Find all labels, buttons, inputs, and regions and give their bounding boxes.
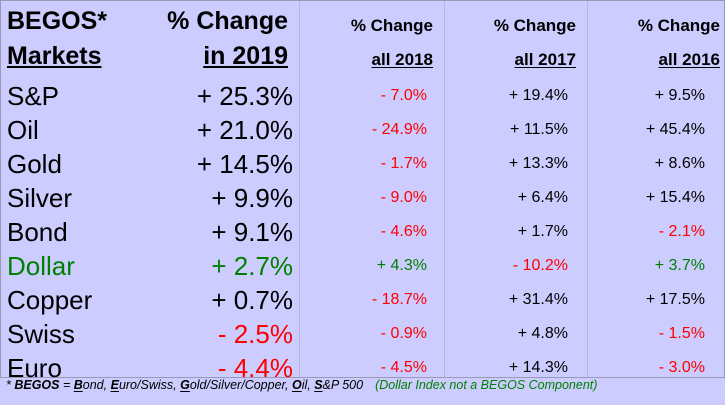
- change-2016: + 15.4%: [645, 189, 705, 206]
- table-row: Copper + 0.7% - 18.7% + 31.4% + 17.5%: [1, 283, 705, 317]
- footer-eq: =: [59, 378, 74, 392]
- market-name: Euro: [7, 352, 62, 383]
- change-2017: + 6.4%: [517, 189, 568, 206]
- change-2016: - 1.5%: [658, 325, 705, 342]
- table-row: Gold + 14.5% - 1.7% + 13.3% + 8.6%: [1, 147, 705, 181]
- change-2018: - 9.0%: [380, 189, 427, 206]
- change-2016: + 45.4%: [645, 121, 705, 138]
- market-name: Oil: [7, 114, 39, 145]
- market-name: Swiss: [7, 318, 75, 349]
- footer-b: B: [73, 378, 83, 392]
- change-2017: - 10.2%: [512, 257, 568, 274]
- change-2017: + 13.3%: [508, 155, 568, 172]
- footer-sp500: &P 500: [322, 378, 364, 392]
- header-change-2018: % Change: [350, 16, 433, 35]
- change-2018: - 4.6%: [380, 223, 427, 240]
- change-2017: + 1.7%: [517, 223, 568, 240]
- change-2018: - 1.7%: [380, 155, 427, 172]
- market-name: Dollar: [7, 250, 75, 281]
- header-all-2016: all 2016: [658, 50, 720, 69]
- change-2019: + 21.0%: [196, 114, 293, 145]
- header-markets: Markets: [7, 42, 102, 70]
- footer-bond: ond,: [82, 378, 111, 392]
- change-2017: + 19.4%: [508, 87, 568, 104]
- header-all-2017: all 2017: [514, 50, 576, 69]
- market-name: Gold: [7, 148, 62, 179]
- change-2017: + 4.8%: [517, 325, 568, 342]
- change-2019: - 4.4%: [217, 352, 293, 383]
- table-row: S&P + 25.3% - 7.0% + 19.4% + 9.5%: [1, 79, 705, 113]
- table-row: Bond + 9.1% - 4.6% + 1.7% - 2.1%: [1, 215, 705, 249]
- header-change-2017: % Change: [493, 16, 576, 35]
- market-rows: S&P + 25.3% - 7.0% + 19.4% + 9.5% Oil + 21.0% -…: [1, 79, 705, 385]
- footer-note: * BEGOS = Bond, Euro/Swiss, Gold/Silver/…: [6, 378, 597, 392]
- footer-o: O: [291, 378, 302, 392]
- header-change-2019: % Change: [167, 7, 288, 35]
- market-name: Bond: [7, 216, 68, 247]
- change-2017: + 31.4%: [508, 291, 568, 308]
- change-2016: + 17.5%: [645, 291, 705, 308]
- table-row: Euro - 4.4% - 4.5% + 14.3% - 3.0%: [1, 351, 705, 385]
- change-2016: - 2.1%: [658, 223, 705, 240]
- header-in-2019: in 2019: [203, 42, 288, 70]
- change-2019: + 25.3%: [196, 80, 293, 111]
- change-2016: + 8.6%: [654, 155, 705, 172]
- market-name: Copper: [7, 284, 93, 315]
- change-2016: - 3.0%: [658, 359, 705, 376]
- change-2018: - 24.9%: [371, 121, 427, 138]
- header-change-2016: % Change: [637, 16, 720, 35]
- market-name: S&P: [7, 80, 60, 111]
- change-2019: + 0.7%: [211, 284, 293, 315]
- footer-star: *: [6, 378, 15, 392]
- change-2019: + 14.5%: [196, 148, 293, 179]
- column-divider: [444, 1, 445, 377]
- table-row: Silver + 9.9% - 9.0% + 6.4% + 15.4%: [1, 181, 705, 215]
- change-2018: + 4.3%: [376, 257, 427, 274]
- change-2017: + 14.3%: [508, 359, 568, 376]
- table-row: Oil + 21.0% - 24.9% + 11.5% + 45.4%: [1, 113, 705, 147]
- footer-begos: BEGOS: [14, 378, 60, 392]
- change-2019: + 9.1%: [211, 216, 293, 247]
- change-2019: + 9.9%: [211, 182, 293, 213]
- header-all-2018: all 2018: [371, 50, 433, 69]
- market-name: Silver: [7, 182, 73, 213]
- column-divider: [587, 1, 588, 377]
- change-2018: - 0.9%: [380, 325, 427, 342]
- change-2018: - 18.7%: [371, 291, 427, 308]
- footer-dollar-note: (Dollar Index not a BEGOS Component): [375, 378, 598, 392]
- footer-euro-swiss: uro/Swiss,: [118, 378, 181, 392]
- footer-oil: il,: [301, 378, 315, 392]
- header-begos: BEGOS*: [7, 7, 108, 35]
- begos-markets-table: BEGOS* Markets % Change in 2019 % Change…: [0, 0, 725, 383]
- change-2016: + 3.7%: [654, 257, 705, 274]
- change-2019: - 2.5%: [217, 318, 293, 349]
- table-row: Dollar + 2.7% + 4.3% - 10.2% + 3.7%: [1, 249, 705, 283]
- footer-gold-silver-copper: old/Silver/Copper,: [189, 378, 292, 392]
- footer-g: G: [180, 378, 190, 392]
- change-2019: + 2.7%: [211, 250, 293, 281]
- change-2017: + 11.5%: [510, 121, 568, 138]
- change-2018: - 4.5%: [380, 359, 427, 376]
- table-row: Swiss - 2.5% - 0.9% + 4.8% - 1.5%: [1, 317, 705, 351]
- footer-s: S: [314, 378, 323, 392]
- column-divider: [299, 1, 300, 377]
- change-2016: + 9.5%: [654, 87, 705, 104]
- change-2018: - 7.0%: [380, 87, 427, 104]
- footer-e: E: [110, 378, 119, 392]
